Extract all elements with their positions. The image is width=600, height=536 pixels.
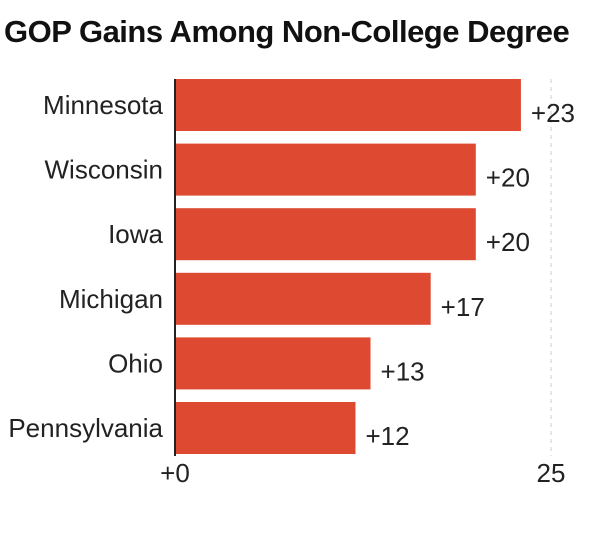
chart-title: GOP Gains Among Non-College Degree (4, 14, 570, 49)
bar-michigan (175, 272, 431, 325)
x-tick-label-0: +0 (160, 458, 190, 488)
value-label-ohio: +13 (381, 356, 425, 386)
category-label-michigan: Michigan (59, 284, 163, 314)
bars-group: Minnesota +23 Wisconsin +20 Iowa +20 Michigan +… (8, 79, 575, 454)
category-label-wisconsin: Wisconsin (45, 155, 163, 185)
x-ticks-group: +0 25 (160, 458, 565, 488)
bar-minnesota (175, 79, 521, 131)
bar-pennsylvania (175, 402, 356, 454)
category-label-pennsylvania: Pennsylvania (8, 413, 163, 443)
value-label-michigan: +17 (441, 292, 485, 322)
value-label-pennsylvania: +12 (365, 421, 409, 451)
category-label-minnesota: Minnesota (43, 90, 163, 120)
bar-wisconsin (175, 143, 476, 196)
x-tick-label-1: 25 (537, 458, 566, 488)
category-label-ohio: Ohio (108, 348, 163, 378)
value-label-iowa: +20 (486, 227, 530, 257)
value-label-minnesota: +23 (531, 98, 575, 128)
category-label-iowa: Iowa (108, 219, 163, 249)
value-label-wisconsin: +20 (486, 163, 530, 193)
bar-ohio (175, 337, 371, 390)
bar-iowa (175, 208, 476, 261)
